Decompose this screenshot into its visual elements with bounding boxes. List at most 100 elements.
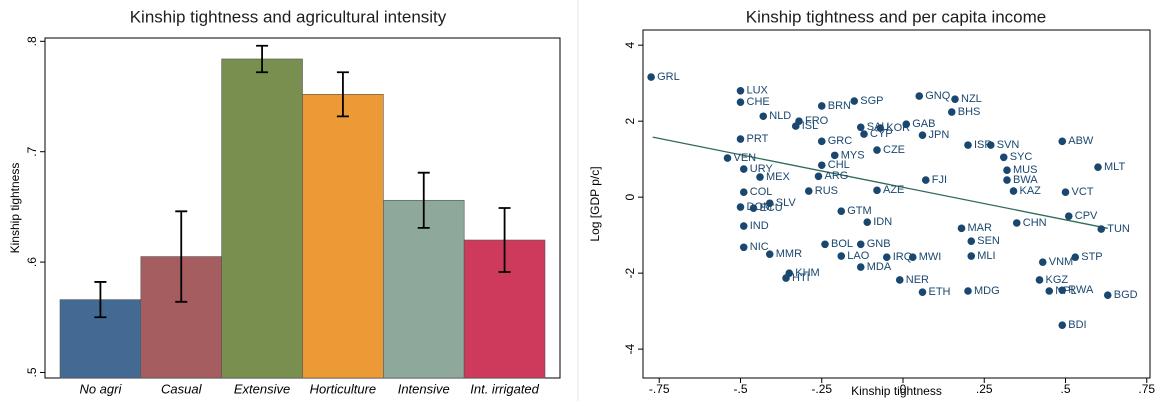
point-label: TUN — [1107, 223, 1130, 235]
point — [967, 237, 976, 246]
point — [921, 176, 930, 184]
point-label: LUX — [747, 85, 769, 97]
point — [876, 124, 885, 132]
point — [1064, 212, 1073, 220]
point — [817, 161, 826, 170]
point-label: KOR — [886, 122, 910, 134]
point-label: IDN — [873, 216, 892, 228]
point — [1045, 287, 1054, 295]
point — [759, 112, 768, 121]
point — [986, 141, 995, 149]
point-label: NER — [906, 274, 929, 286]
point-label: URY — [750, 163, 774, 175]
point — [782, 274, 790, 282]
point-label: JPN — [929, 129, 950, 141]
point — [749, 204, 758, 212]
point — [895, 276, 904, 284]
error-bar — [256, 44, 269, 74]
point-label: MUS — [1013, 164, 1037, 176]
bar — [302, 93, 384, 379]
point — [1012, 219, 1021, 227]
point-label: ARG — [825, 170, 849, 182]
fit-line — [652, 136, 1108, 229]
point-label: BRN — [828, 100, 851, 112]
point-label: VNM — [1049, 256, 1073, 268]
point-label: VCT — [1072, 186, 1094, 198]
point-label: CHL — [828, 159, 850, 171]
point — [817, 102, 826, 110]
point-label: MAR — [968, 222, 993, 234]
point-label: BGD — [1114, 289, 1138, 301]
point — [765, 199, 774, 208]
x-axis-label: Kinship tightness — [851, 384, 942, 398]
point — [964, 287, 972, 295]
point — [1058, 321, 1067, 329]
point-label: MMR — [776, 248, 802, 260]
x-tick-label: Extensive — [234, 381, 290, 396]
point — [951, 95, 959, 103]
error-bar — [336, 71, 349, 118]
x-tick-label: .5 — [1060, 382, 1070, 396]
point — [918, 131, 927, 140]
point — [1058, 286, 1067, 295]
point — [723, 154, 732, 162]
point — [739, 188, 748, 197]
bar — [221, 58, 303, 379]
point — [837, 207, 846, 216]
point — [860, 130, 868, 138]
point-label: MLT — [1104, 161, 1125, 173]
point — [873, 186, 881, 195]
point-label: COL — [750, 186, 773, 198]
point-label: IND — [750, 220, 769, 232]
x-tick-label: Casual — [161, 381, 203, 396]
point-label: RUS — [815, 185, 838, 197]
point-label: FJI — [932, 174, 947, 186]
point-label: CHE — [747, 96, 770, 108]
point — [1009, 187, 1018, 195]
x-tick-label: 0 — [900, 382, 907, 396]
point — [765, 250, 774, 258]
point-label: BWA — [1013, 174, 1038, 186]
x-tick-label: .75 — [1138, 382, 1155, 396]
point-label: FRO — [805, 115, 829, 127]
point — [791, 122, 800, 130]
point — [856, 240, 865, 249]
point — [837, 252, 846, 260]
point-label: ECU — [760, 202, 783, 214]
x-tick-label: No agri — [79, 381, 122, 396]
point — [814, 172, 823, 181]
point — [736, 98, 745, 106]
point — [739, 222, 748, 230]
point — [957, 224, 966, 233]
point — [908, 253, 917, 261]
point — [856, 263, 865, 271]
point — [739, 243, 748, 252]
point-label: CHN — [1023, 217, 1047, 229]
point-label: SEN — [977, 235, 1000, 247]
point-label: STP — [1081, 251, 1102, 263]
point-label: MDA — [867, 261, 892, 273]
point-label: GAB — [912, 118, 935, 130]
y-axis-label: Log [GDP p/c] — [588, 166, 602, 241]
point-label: DOM — [747, 201, 773, 213]
point — [856, 123, 865, 132]
point-label: GNQ — [925, 90, 951, 102]
bar — [383, 199, 465, 379]
point — [736, 86, 745, 95]
chart-title: Kinship tightness and per capita income — [746, 7, 1047, 26]
y-axis-label: Kinship tightness — [8, 163, 22, 254]
point-label: MWI — [919, 251, 942, 263]
point — [915, 92, 924, 100]
point-label: LAO — [847, 250, 869, 262]
point-label: BHS — [958, 106, 981, 118]
point — [821, 240, 829, 249]
error-bar — [498, 207, 511, 273]
y-tick-label: -4 — [623, 343, 637, 354]
point — [756, 173, 764, 181]
point — [830, 151, 839, 160]
point — [1061, 188, 1070, 197]
plot-frame — [642, 29, 1151, 379]
point — [964, 141, 972, 149]
point — [1094, 163, 1102, 171]
point-label: ETH — [929, 286, 951, 298]
